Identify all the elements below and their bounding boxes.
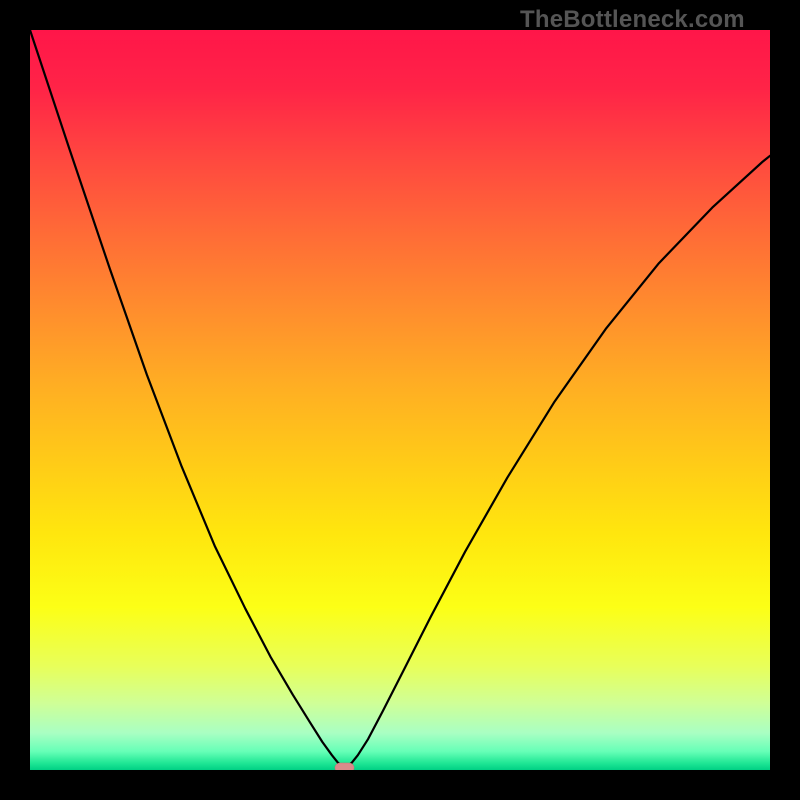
bottleneck-curve-plot <box>0 0 800 800</box>
plot-border <box>0 770 800 800</box>
gradient-background <box>30 30 770 770</box>
plot-border <box>770 0 800 800</box>
watermark-text: TheBottleneck.com <box>520 6 745 34</box>
plot-border <box>0 0 30 800</box>
plot-area <box>0 0 800 800</box>
